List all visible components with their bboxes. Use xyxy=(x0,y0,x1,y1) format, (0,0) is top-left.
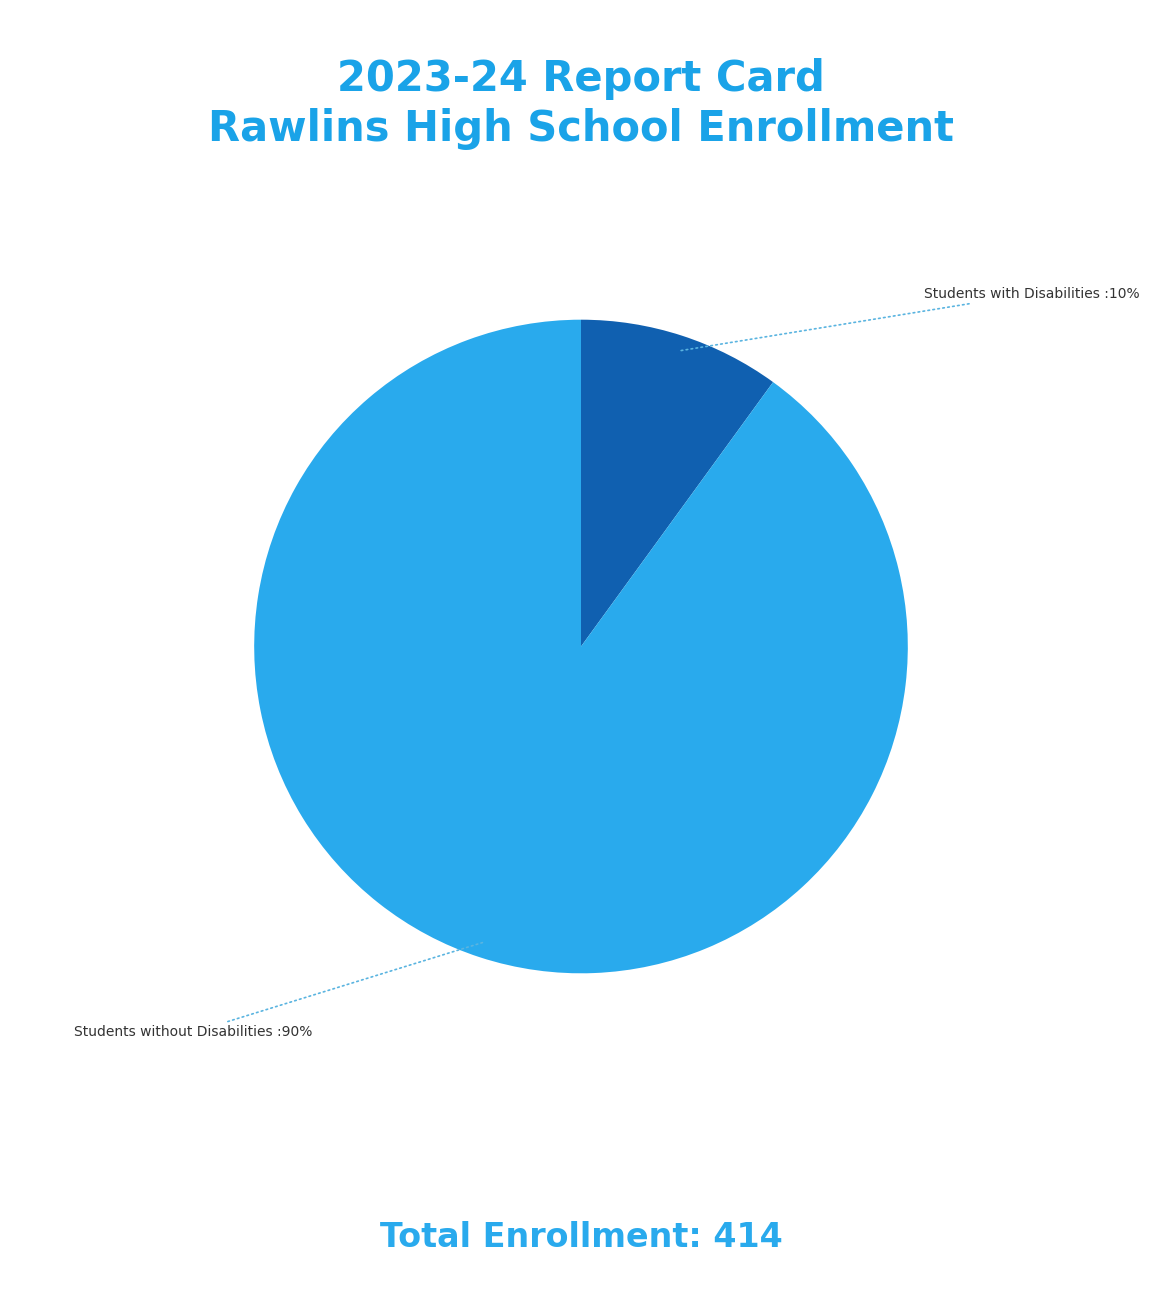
Text: 2023-24 Report Card
Rawlins High School Enrollment: 2023-24 Report Card Rawlins High School … xyxy=(208,58,954,150)
Text: Students with Disabilities :10%: Students with Disabilities :10% xyxy=(680,287,1140,350)
Wedge shape xyxy=(254,319,908,974)
Wedge shape xyxy=(581,319,773,646)
Text: Total Enrollment: 414: Total Enrollment: 414 xyxy=(380,1221,782,1254)
Text: Students without Disabilities :90%: Students without Disabilities :90% xyxy=(74,943,482,1040)
